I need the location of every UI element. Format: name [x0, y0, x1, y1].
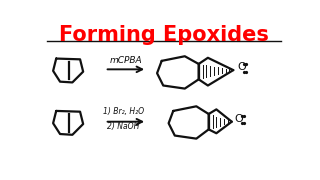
Text: O: O	[237, 62, 246, 72]
Text: mCPBA: mCPBA	[109, 56, 142, 65]
Text: 1) Br₂, H₂O: 1) Br₂, H₂O	[103, 107, 144, 116]
Text: 2) NaOH: 2) NaOH	[107, 122, 140, 131]
Text: Forming Epoxides: Forming Epoxides	[59, 25, 269, 45]
Text: O: O	[235, 114, 244, 124]
